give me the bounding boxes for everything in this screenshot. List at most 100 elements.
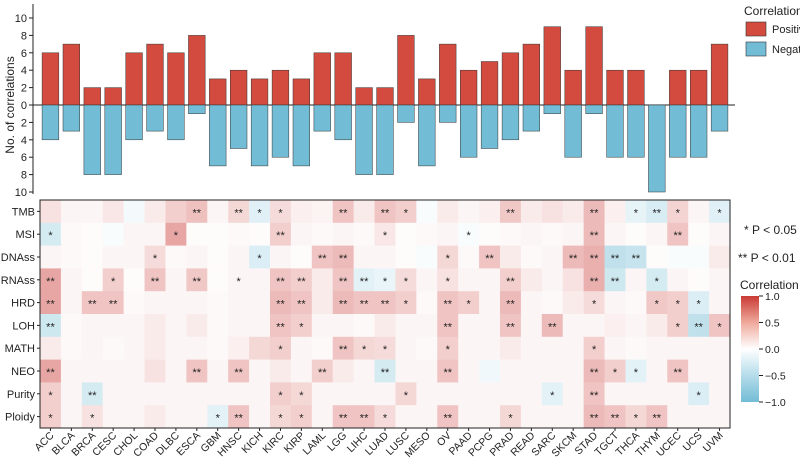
heatmap-cell-msi-gbm <box>207 222 229 246</box>
significance-mark: * <box>592 344 597 356</box>
significance-mark: * <box>299 321 304 333</box>
bar-negative-ov <box>439 104 457 123</box>
heatmap-cell-purity-luad <box>374 382 396 406</box>
heatmap-cell-rnass-kich <box>249 268 271 292</box>
bar-positive-skcm <box>564 69 582 106</box>
heatmap-cell-math-thym <box>646 336 668 360</box>
heatmap-cell-msi-esca <box>186 222 208 246</box>
heatmap-cell-neo-coad <box>144 359 166 383</box>
heatmap-cell-msi-acc <box>40 222 62 246</box>
significance-mark: ** <box>590 413 599 425</box>
heatmap-cell-loh-cesc <box>102 314 124 338</box>
heatmap-cell-ploidy-kich <box>249 405 271 429</box>
heatmap-cell-neo-lusc <box>395 359 417 383</box>
heatmap-cell-dnass-coad <box>144 245 166 269</box>
heatmap-cell-ploidy-thca <box>625 405 647 429</box>
heatmap-cell-ploidy-sarc <box>541 405 564 429</box>
heatmap-cell-rnass-hnsc <box>228 268 250 292</box>
significance-mark: * <box>383 413 388 425</box>
significance-mark: * <box>676 207 681 219</box>
heatmap-cell-ploidy-acc <box>40 405 62 429</box>
heatmap-cell-hrd-coad <box>144 291 166 315</box>
bar-negative-gbm <box>209 104 227 167</box>
significance-mark: * <box>717 207 722 219</box>
significance-mark: * <box>383 344 388 356</box>
heatmap-cell-loh-read <box>520 314 543 338</box>
heatmap-cell-loh-paad <box>458 314 480 338</box>
heatmap-cell-math-lgg <box>332 336 354 360</box>
colorbar-tick-label: −0.5 <box>765 371 786 383</box>
heatmap-cell-rnass-sarc <box>541 268 564 292</box>
heatmap-cell-tmb-pcpg <box>479 200 501 224</box>
heatmap-column-label-ucs: UCS <box>681 430 705 454</box>
bar-negative-thca <box>627 104 645 158</box>
significance-mark: ** <box>590 367 599 379</box>
heatmap-cell-dnass-thym <box>646 245 668 269</box>
heatmap-cell-neo-acc <box>40 359 62 383</box>
heatmap-cell-neo-hnsc <box>228 359 250 383</box>
heatmap-cell-tmb-meso <box>416 200 438 224</box>
heatmap-cell-neo-kich <box>249 359 271 383</box>
heatmap-row-label-purity: Purity <box>7 389 36 401</box>
heatmap-cell-hrd-lihc <box>353 291 375 315</box>
heatmap-cell-math-ucec <box>667 336 689 360</box>
heatmap-cell-dnass-ucec <box>667 245 689 269</box>
significance-mark: ** <box>297 299 306 311</box>
bar-y-tick-label: 0 <box>21 100 27 112</box>
heatmap-cell-math-lusc <box>395 336 417 360</box>
significance-mark: ** <box>611 276 620 288</box>
bar-positive-luad <box>376 87 394 106</box>
heatmap-cell-tmb-lusc <box>395 200 417 224</box>
bar-negative-coad <box>146 104 164 132</box>
heatmap-cell-math-read <box>520 336 543 360</box>
heatmap-cell-ploidy-coad <box>144 405 166 429</box>
heatmap-cell-loh-kich <box>249 314 271 338</box>
bar-negative-cesc <box>104 104 122 175</box>
bar-positive-dlbc <box>167 52 185 106</box>
heatmap-cell-hrd-dlbc <box>165 291 187 315</box>
heatmap-cell-msi-read <box>520 222 543 246</box>
heatmap-cell-ploidy-kirc <box>270 405 292 429</box>
significance-mark: ** <box>443 299 452 311</box>
bar-negative-hnsc <box>230 104 248 149</box>
heatmap-cell-dnass-acc <box>40 245 62 269</box>
heatmap-cell-neo-pcpg <box>479 359 501 383</box>
heatmap-cell-hrd-cesc <box>102 291 124 315</box>
heatmap-cell-ploidy-uvm <box>709 405 731 429</box>
heatmap-cell-neo-ucs <box>688 359 710 383</box>
significance-mark: * <box>446 276 451 288</box>
significance-mark: ** <box>88 299 97 311</box>
heatmap-cell-dnass-brca <box>81 245 104 269</box>
heatmap-cell-purity-coad <box>144 382 166 406</box>
significance-mark: ** <box>673 230 682 242</box>
heatmap-cell-hrd-kirp <box>290 291 313 315</box>
significance-mark: ** <box>590 207 599 219</box>
heatmap-cell-hrd-brca <box>81 291 104 315</box>
significance-mark: ** <box>339 253 348 265</box>
significance-mark: * <box>592 299 597 311</box>
bar-positive-ucs <box>690 69 708 106</box>
heatmap-cell-hrd-lusc <box>395 291 417 315</box>
bar-y-tick-label: 8 <box>21 170 27 182</box>
heatmap-cell-tmb-hnsc <box>228 200 250 224</box>
significance-mark: * <box>383 276 388 288</box>
heatmap-cell-tmb-thym <box>646 200 668 224</box>
bar-positive-thca <box>627 69 645 106</box>
heatmap-cell-dnass-gbm <box>207 245 229 269</box>
heatmap-cell-rnass-lgg <box>332 268 354 292</box>
significance-mark: * <box>299 390 304 402</box>
significance-mark: ** <box>193 207 202 219</box>
bar-negative-blca <box>62 104 80 132</box>
heatmap-cell-tmb-skcm <box>562 200 584 224</box>
heatmap-cell-purity-lusc <box>395 382 417 406</box>
legend-negative-label: Negative <box>772 44 800 56</box>
significance-mark: ** <box>339 344 348 356</box>
heatmap-cell-purity-ucs <box>688 382 710 406</box>
bar-negative-thym <box>648 104 666 193</box>
heatmap-cell-ploidy-ov <box>437 405 459 429</box>
heatmap-cell-math-cesc <box>102 336 124 360</box>
significance-mark: ** <box>234 367 243 379</box>
bar-y-tick-label: 2 <box>21 117 27 129</box>
heatmap-cell-dnass-sarc <box>541 245 564 269</box>
heatmap: ** ** * * ** ** * ** ** * ** * ** * ** * * ** *** * ** ** * ** *… <box>1 199 799 460</box>
